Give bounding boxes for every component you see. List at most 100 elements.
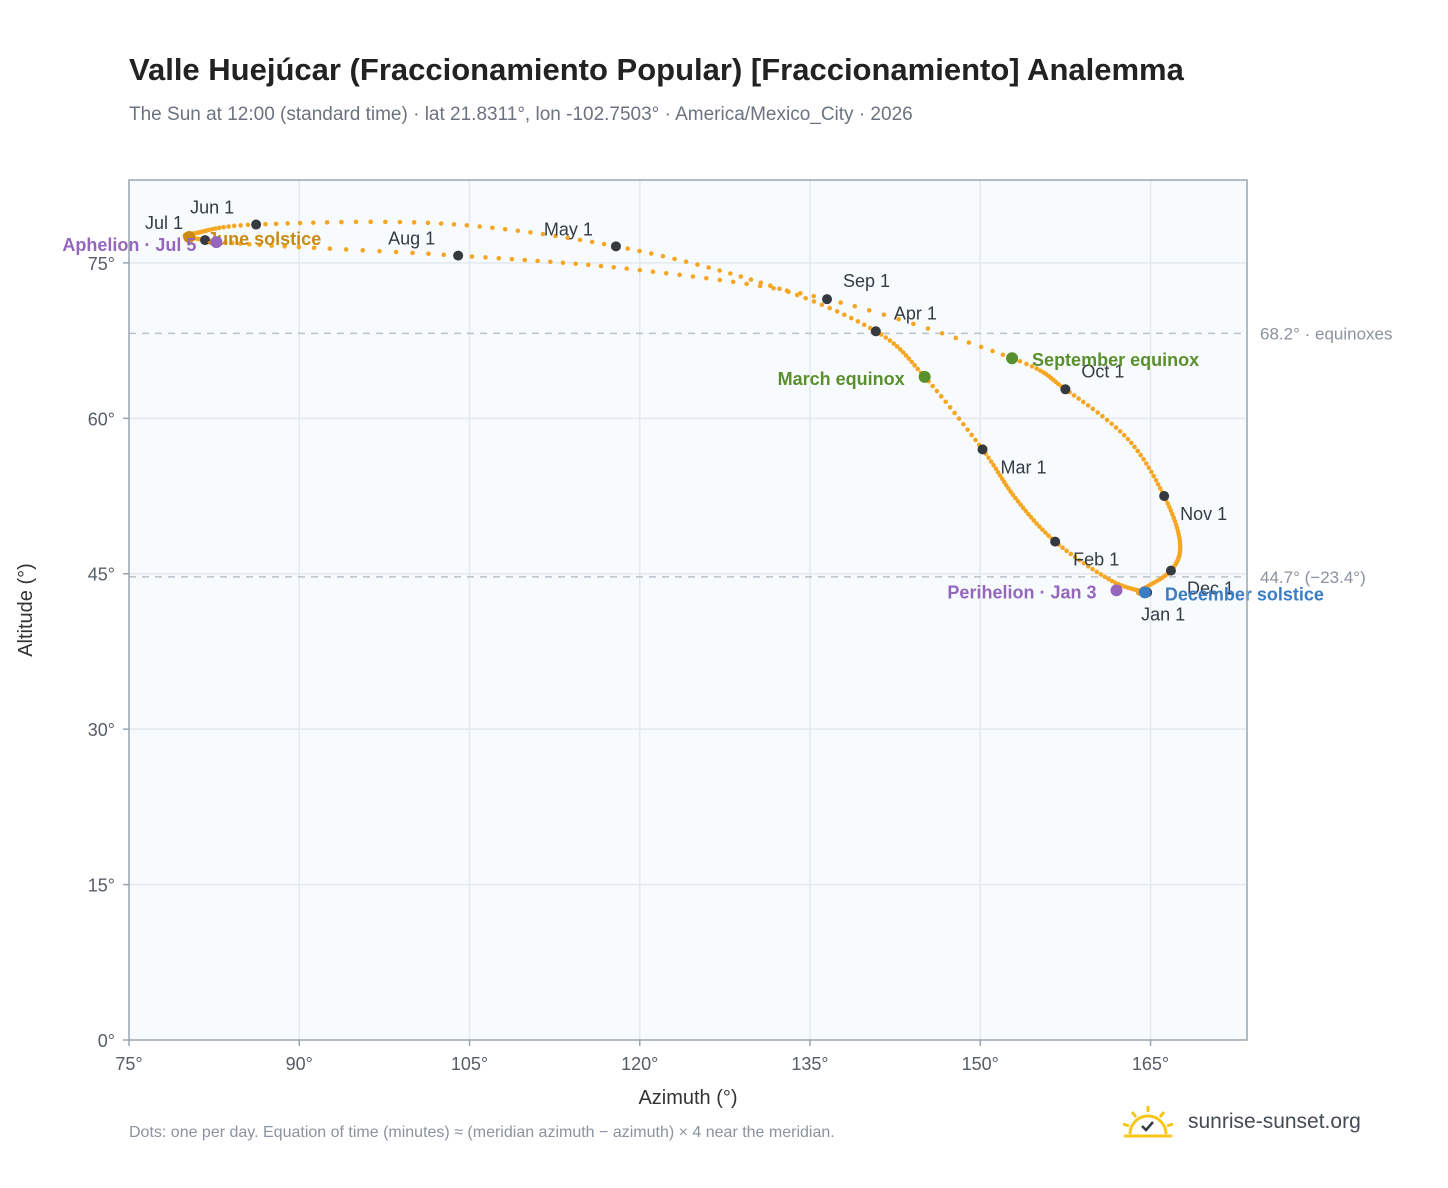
month-marker xyxy=(1159,491,1170,502)
daily-dot xyxy=(1100,413,1105,419)
x-tick-label: 120° xyxy=(621,1054,658,1074)
month-marker xyxy=(251,219,262,230)
daily-dot xyxy=(1121,432,1127,438)
daily-dot xyxy=(999,476,1005,482)
daily-dot xyxy=(1068,551,1074,557)
daily-dot xyxy=(263,221,268,227)
daily-dot xyxy=(695,262,700,267)
daily-dot xyxy=(1060,545,1065,551)
daily-dot xyxy=(611,264,617,270)
x-tick-label: 75° xyxy=(115,1054,142,1074)
daily-dot xyxy=(560,260,566,266)
daily-dot xyxy=(990,348,995,354)
daily-dot xyxy=(1155,482,1161,487)
daily-dot xyxy=(677,272,682,278)
daily-dot xyxy=(717,268,722,273)
y-tick-label: 30° xyxy=(88,720,115,740)
daily-dot xyxy=(637,267,643,273)
month-marker xyxy=(1060,384,1071,395)
daily-dot xyxy=(1113,425,1119,430)
daily-dot xyxy=(973,437,978,443)
daily-dot xyxy=(464,223,470,228)
daily-dot xyxy=(237,241,243,246)
daily-dot xyxy=(515,228,521,234)
month-marker-label: Oct 1 xyxy=(1081,361,1124,381)
month-marker xyxy=(822,294,833,305)
event-label: December solstice xyxy=(1165,584,1324,604)
y-axis-label: Altitude (°) xyxy=(15,563,37,657)
daily-dot xyxy=(934,388,940,394)
daily-dot xyxy=(897,347,903,352)
daily-dot xyxy=(425,220,431,226)
daily-dot xyxy=(490,225,495,231)
daily-dot xyxy=(1106,576,1111,582)
daily-dot xyxy=(1135,448,1141,454)
daily-dot xyxy=(1168,508,1174,513)
month-marker xyxy=(977,444,988,455)
month-marker xyxy=(1050,536,1061,547)
daily-dot xyxy=(1056,381,1061,387)
daily-dot xyxy=(883,335,889,340)
daily-dot xyxy=(803,295,808,301)
daily-dot xyxy=(852,303,858,309)
x-axis-ticks: 75° 90° 105° 120° 135° 150° 165° xyxy=(115,1040,1169,1074)
footnote: Dots: one per day. Equation of time (min… xyxy=(129,1124,835,1141)
daily-dot xyxy=(717,277,723,283)
daily-dot xyxy=(1085,403,1091,408)
daily-dot xyxy=(1076,396,1081,401)
daily-dot xyxy=(1026,511,1031,517)
daily-dot xyxy=(798,291,803,296)
month-marker-label: Jul 1 xyxy=(145,213,183,233)
month-marker-label: Sep 1 xyxy=(843,271,890,291)
brand-logo[interactable]: sunrise-sunset.org xyxy=(1120,1102,1361,1142)
daily-dot xyxy=(522,257,528,263)
plot-area xyxy=(129,180,1247,1040)
daily-dot xyxy=(1109,578,1115,584)
daily-dot xyxy=(906,356,912,361)
event-label: March equinox xyxy=(778,369,905,389)
daily-dot xyxy=(1000,352,1006,358)
event-markers: March equinox September equinox June solst… xyxy=(62,229,1324,604)
daily-dot xyxy=(1072,554,1078,560)
daily-dot xyxy=(939,330,945,336)
daily-dot xyxy=(1165,501,1171,506)
daily-dot xyxy=(738,274,744,279)
daily-dot xyxy=(995,469,1001,475)
month-marker-label: Jan 1 xyxy=(1141,604,1185,624)
event-label: September equinox xyxy=(1032,350,1199,370)
event-label: June solstice xyxy=(207,229,321,249)
daily-dot xyxy=(834,309,840,314)
daily-dot xyxy=(969,432,974,438)
daily-dot xyxy=(377,248,382,254)
daily-dot xyxy=(777,286,782,292)
daily-dot xyxy=(226,224,231,229)
daily-dot xyxy=(451,222,457,227)
daily-dot xyxy=(282,244,288,249)
reference-line-label: 68.2° · equinoxes xyxy=(1260,324,1393,343)
daily-dot xyxy=(311,220,316,225)
daily-dot xyxy=(528,230,533,235)
month-marker xyxy=(870,326,881,337)
daily-dot xyxy=(956,416,962,421)
month-markers: Jan 1 Feb 1 Mar 1 Apr 1 May 1 Jun 1 Jul 1 Aug 1… xyxy=(145,198,1234,625)
month-marker-label: Dec 1 xyxy=(1187,579,1234,599)
daily-dot xyxy=(601,241,607,247)
daily-dot xyxy=(426,251,431,257)
daily-dot xyxy=(650,269,656,274)
daily-dot xyxy=(767,283,773,288)
event-marker xyxy=(210,236,223,249)
month-marker-label: Aug 1 xyxy=(388,229,435,249)
x-axis-label: Azimuth (°) xyxy=(638,1087,737,1109)
daily-dot xyxy=(297,220,303,226)
daily-dot xyxy=(368,219,373,225)
y-tick-label: 0° xyxy=(98,1031,115,1051)
daily-dot xyxy=(1020,505,1026,511)
daily-dot xyxy=(744,281,749,287)
y-tick-label: 60° xyxy=(88,409,115,429)
daily-dot xyxy=(690,274,696,279)
daily-dot xyxy=(397,219,403,225)
daily-dot xyxy=(1034,521,1039,526)
daily-dot xyxy=(848,315,854,321)
daily-dot xyxy=(838,300,843,305)
daily-dot xyxy=(925,326,931,331)
